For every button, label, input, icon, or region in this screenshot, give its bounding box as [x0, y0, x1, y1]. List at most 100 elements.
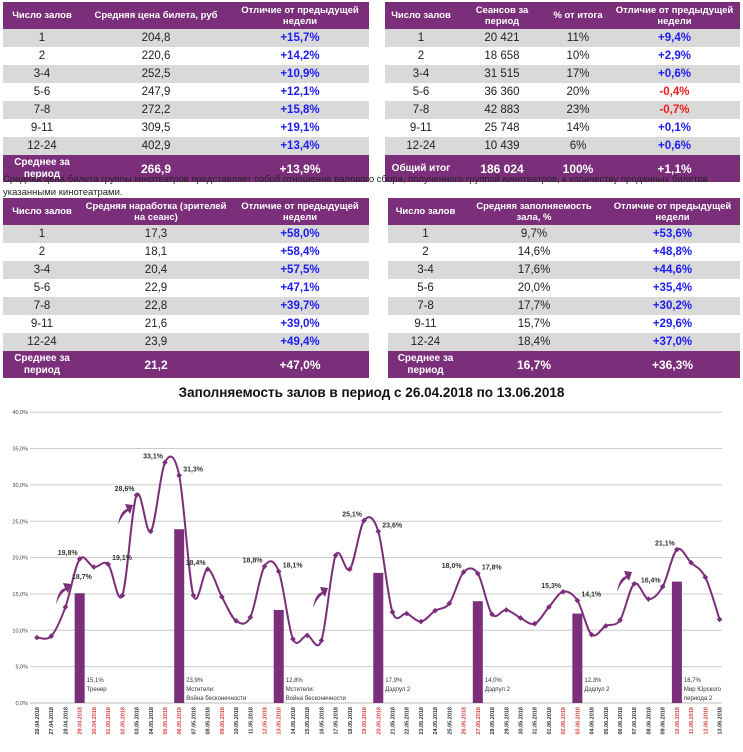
total-row: Среднее за период 16,7% +36,3%: [388, 351, 740, 378]
data-label: 23,6%: [382, 522, 403, 529]
x-date-label: 11.06.2018: [689, 707, 695, 734]
data-point-marker: [602, 623, 609, 629]
y-tick-label: 10,0%: [12, 628, 28, 634]
film-bar: [373, 572, 384, 703]
x-date-label: 29.04.2018: [78, 707, 84, 735]
col-header-halls: Число залов: [385, 2, 457, 29]
cell-share: 11%: [547, 29, 609, 47]
total-row: Общий итог 186 024 100% +1,1%: [385, 155, 740, 182]
cell-halls: 1: [388, 225, 463, 243]
x-date-label: 11.05.2018: [248, 707, 254, 734]
cell-diff: +58,0%: [231, 225, 369, 243]
data-label: 14,1%: [581, 591, 602, 598]
x-date-label: 27.04.2018: [49, 707, 55, 735]
cell-halls: 5-6: [3, 83, 81, 101]
y-tick-label: 35,0%: [12, 447, 28, 453]
x-date-label: 04.05.2018: [149, 707, 155, 735]
cell-diff: +49,4%: [231, 333, 369, 351]
cell-diff: +58,4%: [231, 243, 369, 261]
table-row: 1 20 421 11% +9,4%: [385, 29, 740, 47]
table-row: 3-4 20,4 +57,5%: [3, 261, 369, 279]
bar-label: 14,0% Дэдпул 2: [485, 678, 511, 693]
table-row: 3-4 17,6% +44,6%: [388, 261, 740, 279]
cell-halls: 7-8: [3, 101, 81, 119]
x-date-label: 10.06.2018: [675, 707, 681, 735]
cell-value: 23,9: [81, 333, 231, 351]
x-date-label: 29.05.2018: [504, 707, 510, 735]
up-arrow-icon: [313, 587, 328, 608]
x-date-label: 30.05.2018: [518, 707, 524, 735]
y-tick-label: 40,0%: [12, 410, 28, 416]
total-row: Среднее за период 21,2 +47,0%: [3, 351, 369, 378]
cell-halls: 1: [3, 29, 81, 47]
x-date-label: 14.05.2018: [291, 707, 297, 735]
cell-share: 23%: [547, 101, 609, 119]
x-date-label: 26.04.2018: [35, 707, 41, 735]
data-point-marker: [489, 611, 495, 618]
x-axis-date-labels: 26.04.2018 27.04.2018 28.04.2018 29.04.2018…: [35, 707, 724, 735]
cell-share: 14%: [547, 119, 609, 137]
total-row: Среднее за период 266,9 +13,9%: [3, 155, 369, 182]
data-point-marker: [631, 580, 638, 587]
total-label: Общий итог: [385, 155, 457, 182]
table-row: 7-8 272,2 +15,8%: [3, 101, 369, 119]
table-row: 7-8 42 883 23% -0,7%: [385, 101, 740, 119]
up-arrow-icon: [118, 504, 133, 525]
x-date-label: 13.05.2018: [277, 707, 283, 735]
cell-halls: 7-8: [3, 297, 81, 315]
data-point-marker: [62, 604, 69, 610]
y-tick-label: 20,0%: [12, 556, 28, 562]
x-date-label: 12.06.2018: [703, 707, 709, 735]
occupancy-line: [34, 455, 723, 647]
cell-diff: +37,0%: [605, 333, 740, 351]
cell-halls: 1: [385, 29, 457, 47]
occupancy-table: Число залов Средняя заполняемость зала, …: [388, 198, 740, 378]
data-label: 18,0%: [442, 563, 463, 570]
cell-value: 18,1: [81, 243, 231, 261]
data-point-marker: [347, 566, 353, 573]
total-diff: +13,9%: [231, 155, 369, 182]
data-point-marker: [474, 570, 481, 577]
cell-diff: +14,2%: [231, 47, 369, 65]
col-header-halls: Число залов: [388, 198, 463, 225]
data-point-marker: [332, 552, 339, 559]
cell-value: 20 421: [457, 29, 547, 47]
x-date-label: 05.06.2018: [604, 707, 610, 735]
cell-diff: +12,1%: [231, 83, 369, 101]
cell-diff: +0,1%: [609, 119, 740, 137]
cell-diff: +48,8%: [605, 243, 740, 261]
col-header-diff: Отличие от предыдущей недели: [231, 198, 369, 225]
cell-halls: 1: [3, 225, 81, 243]
bar-label: 12,3% Дэдпул 2: [584, 678, 610, 693]
x-date-label: 18.05.2018: [348, 707, 354, 735]
cell-value: 309,5: [81, 119, 231, 137]
data-point-marker: [418, 618, 424, 625]
cell-value: 22,9: [81, 279, 231, 297]
cell-value: 402,9: [81, 137, 231, 155]
cell-halls: 12-24: [385, 137, 457, 155]
data-point-marker: [659, 583, 666, 590]
data-point-marker: [588, 631, 595, 638]
cell-diff: +13,4%: [231, 137, 369, 155]
total-share: 100%: [547, 155, 609, 182]
film-bar: [671, 581, 682, 703]
audience-table: Число залов Средняя наработка (зрителей …: [3, 198, 369, 378]
col-header-diff: Отличие от предыдущей недели: [605, 198, 740, 225]
x-date-label: 05.05.2018: [163, 707, 169, 735]
chart-title: Заполняемость залов в период с 26.04.201…: [178, 385, 565, 400]
data-point-marker: [318, 637, 325, 644]
cell-halls: 9-11: [388, 315, 463, 333]
data-point-marker: [304, 632, 311, 639]
data-point-marker: [546, 604, 552, 610]
x-date-label: 28.05.2018: [490, 707, 496, 735]
cell-halls: 2: [3, 243, 81, 261]
data-point-marker: [190, 592, 197, 599]
x-date-label: 02.05.2018: [120, 707, 126, 735]
up-arrow-icon: [56, 583, 71, 604]
occupancy-chart: 0,0% 5,0% 10,0% 15,0% 20,0% 25,0% 30,0% 35,0% 40…: [12, 410, 724, 735]
cell-value: 20,0%: [463, 279, 605, 297]
cell-halls: 2: [3, 47, 81, 65]
col-header-sessions: Сеансов за период: [457, 2, 547, 29]
col-header-halls: Число залов: [3, 2, 81, 29]
cell-value: 22,8: [81, 297, 231, 315]
